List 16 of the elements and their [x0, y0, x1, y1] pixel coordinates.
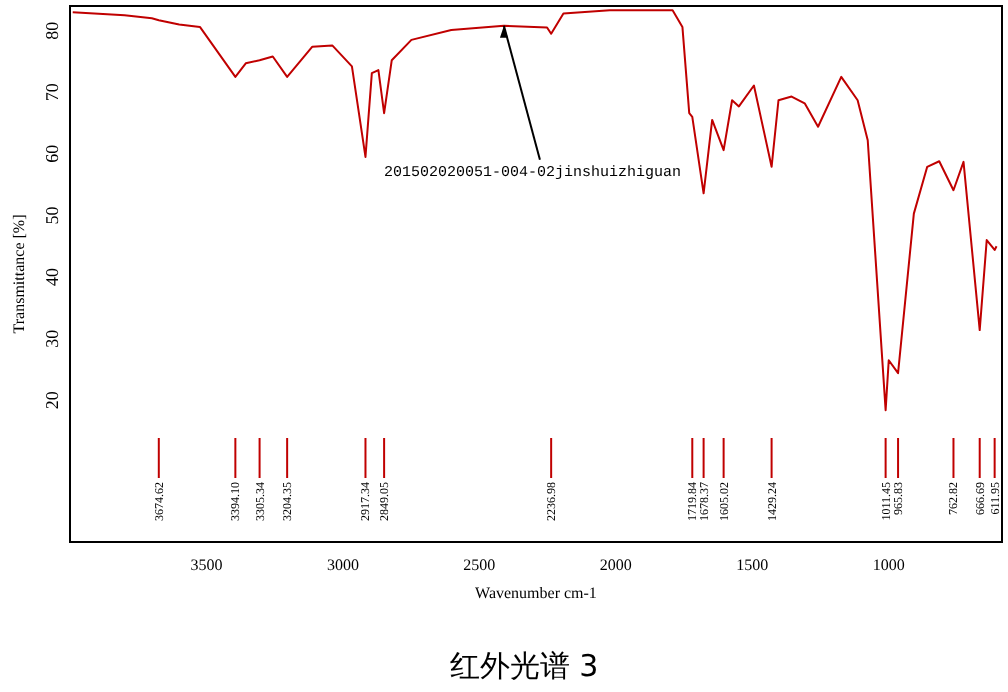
x-axis-title: Wavenumber cm-1: [475, 584, 597, 602]
y-tick-label: 70: [42, 82, 62, 102]
x-tick-label: 1500: [736, 556, 769, 574]
text: 红外光谱 3: [449, 648, 599, 684]
y-tick-label: 40: [42, 267, 62, 287]
x-tick-label: 3500: [190, 556, 223, 574]
x-tick-label: 1000: [872, 556, 905, 574]
y-tick-label: 50: [42, 205, 62, 225]
x-tick-label: 3000: [326, 556, 359, 574]
x-tick-label: 2000: [599, 556, 632, 574]
y-tick-label: 30: [42, 328, 62, 348]
y-axis-title: Transmittance [%]: [10, 213, 28, 334]
x-tick-label: 2500: [463, 556, 496, 574]
y-tick-label: 80: [42, 20, 62, 40]
y-tick-label: 20: [42, 390, 62, 410]
y-tick-label: 60: [42, 143, 62, 163]
